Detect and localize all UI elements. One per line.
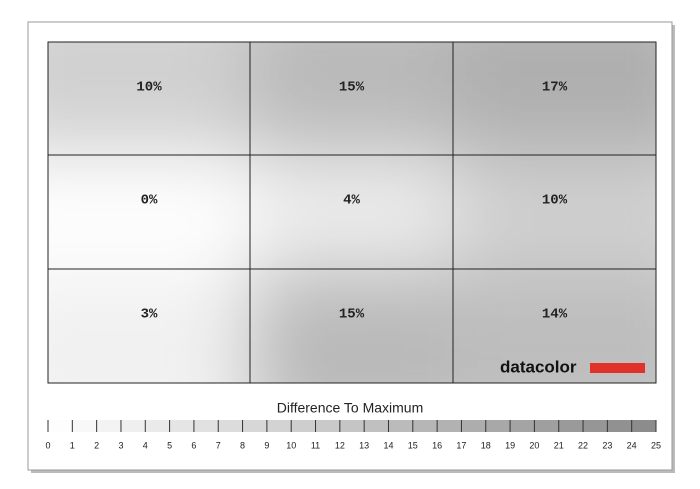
colorbar-tick-label: 9 [264, 440, 269, 450]
colorbar-tick-label: 15 [408, 440, 418, 450]
heat-cell [48, 42, 250, 155]
colorbar-tick-label: 3 [118, 440, 123, 450]
labels: 10% 15% 17% 0% 4% 10% 3% 15% 14% [136, 80, 567, 323]
colorbar-swatch [120, 420, 146, 432]
colorbar-tick-label: 6 [191, 440, 196, 450]
colorbar-swatch [534, 420, 559, 432]
colorbar-tick-label: 10 [286, 440, 296, 450]
colorbar-swatch [193, 420, 219, 432]
cell-label: 17% [542, 80, 568, 96]
cell-label: 14% [542, 307, 568, 323]
brand: datacolor [500, 357, 577, 376]
colorbar-title: Difference To Maximum [277, 400, 424, 416]
colorbar-tick-label: 23 [602, 440, 612, 450]
colorbar-swatch [510, 420, 535, 432]
colorbar-swatch [315, 420, 340, 432]
colorbar-tick-label: 22 [578, 440, 588, 450]
plot-border [47, 41, 657, 384]
colorbar-swatch [607, 420, 632, 432]
cell-label: 0% [141, 193, 158, 209]
cell-label: 4% [343, 193, 360, 209]
colorbar-swatch [461, 420, 486, 432]
colorbar-tick-label: 8 [240, 440, 245, 450]
colorbar-swatch [48, 420, 73, 432]
brand-bar [590, 363, 645, 373]
colorbar-swatch [169, 420, 194, 432]
colorbar-tick-label: 1 [70, 440, 75, 450]
colorbar-tick-label: 16 [432, 440, 442, 450]
colorbar-tick-label: 25 [651, 440, 661, 450]
colorbar-swatch [266, 420, 292, 432]
heat-cell [453, 155, 656, 269]
cell-label: 10% [136, 80, 162, 96]
plot-area [48, 42, 656, 383]
colorbar-swatch [145, 420, 170, 432]
colorbar-tick-label: 4 [143, 440, 148, 450]
cell-label: 3% [141, 307, 158, 323]
heat-cells [48, 42, 656, 383]
cell-grid [47, 41, 657, 384]
colorbar-tick-label: 19 [505, 440, 515, 450]
heat-cell [48, 155, 250, 269]
colorbar-tick-label: 5 [167, 440, 172, 450]
colorbar-swatch [583, 420, 608, 432]
colorbar-swatch [437, 420, 462, 432]
colorbar-tick-label: 17 [456, 440, 466, 450]
cell-label: 10% [542, 193, 568, 209]
colorbar-tick-label: 2 [94, 440, 99, 450]
colorbar-swatch [72, 420, 97, 432]
colorbar-tick-label: 24 [627, 440, 637, 450]
colorbar-tick-label: 13 [359, 440, 369, 450]
colorbar-swatch [96, 420, 121, 432]
colorbar-tick-label: 11 [311, 440, 320, 450]
colorbar-swatch [558, 420, 584, 432]
cell-label: 15% [339, 80, 365, 96]
colorbar: 0 1 2 3 4 5 6 7 8 9 10 11 12 13 14 15 16 17 18 19 20 21 22 23 24… [45, 420, 661, 450]
colorbar-swatch [631, 420, 656, 432]
heat-cell [453, 42, 656, 155]
colorbar-tick-label: 18 [481, 440, 491, 450]
colorbar-swatch [388, 420, 413, 432]
heat-cell [250, 42, 453, 155]
colorbar-tick-label: 12 [335, 440, 345, 450]
colorbar-tick-label: 7 [216, 440, 221, 450]
colorbar-swatch [485, 420, 511, 432]
heat-cell [250, 155, 453, 269]
colorbar-swatch [339, 420, 365, 432]
colorbar-swatch [364, 420, 389, 432]
colorbar-tick-label: 20 [529, 440, 539, 450]
colorbar-tick-label: 14 [383, 440, 393, 450]
colorbar-tick-label: 0 [45, 440, 50, 450]
heat-cell [48, 269, 250, 383]
heat-cell [250, 269, 453, 383]
colorbar-swatch [291, 420, 316, 432]
cell-label: 15% [339, 307, 365, 323]
colorbar-swatch [412, 420, 438, 432]
colorbar-tick-label: 21 [554, 440, 564, 450]
colorbar-swatch [218, 420, 243, 432]
colorbar-swatch [242, 420, 267, 432]
